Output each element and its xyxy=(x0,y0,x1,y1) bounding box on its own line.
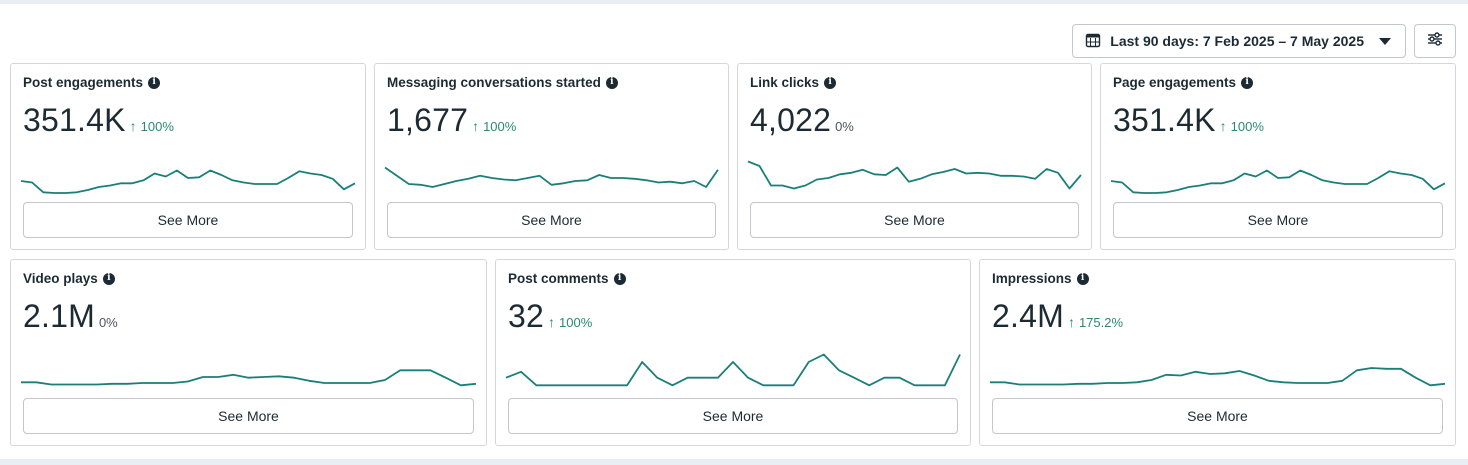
date-range-dropdown[interactable]: Last 90 days: 7 Feb 2025 – 7 May 2025 xyxy=(1072,24,1406,58)
metric-value: 2.4M xyxy=(992,298,1064,334)
metric-change: 100% xyxy=(559,315,593,330)
sliders-icon xyxy=(1426,31,1444,52)
metric-change: 100% xyxy=(483,119,517,134)
metric-value: 351.4K xyxy=(23,102,126,138)
card-title: Post comments xyxy=(508,271,609,286)
sparkline xyxy=(384,150,719,194)
info-icon[interactable]: i xyxy=(102,272,115,285)
metric-value: 2.1M xyxy=(23,298,95,334)
metric-change: 100% xyxy=(1230,119,1264,134)
card-title: Video plays xyxy=(23,271,98,286)
metric-change: 100% xyxy=(140,119,174,134)
arrow-up-icon: ↑ xyxy=(129,118,137,134)
arrow-up-icon: ↑ xyxy=(1219,118,1227,134)
arrow-up-icon: ↑ xyxy=(472,118,480,134)
see-more-button[interactable]: See More xyxy=(750,202,1079,238)
sparkline xyxy=(1110,150,1446,194)
info-icon[interactable]: i xyxy=(1241,76,1254,89)
sparkline xyxy=(990,346,1446,390)
see-more-button[interactable]: See More xyxy=(23,202,353,238)
metric-change: 0% xyxy=(835,119,854,134)
metric-card-messaging-conversations: Messaging conversations started i 1,677 ↑ 1… xyxy=(374,63,729,250)
info-icon[interactable]: i xyxy=(148,76,161,89)
arrow-up-icon: ↑ xyxy=(1067,314,1075,330)
card-title: Link clicks xyxy=(750,75,820,90)
metric-change: 0% xyxy=(98,315,118,330)
calendar-icon xyxy=(1085,32,1101,51)
sparkline xyxy=(21,346,477,390)
see-more-button[interactable]: See More xyxy=(1113,202,1443,238)
metric-card-video-plays: Video plays i 2.1M 0% See More xyxy=(10,259,487,446)
filter-settings-button[interactable] xyxy=(1414,24,1456,58)
metric-value: 1,677 xyxy=(387,102,469,138)
date-range-label: Last 90 days: 7 Feb 2025 – 7 May 2025 xyxy=(1110,33,1364,49)
sparkline xyxy=(20,150,356,194)
caret-down-icon xyxy=(1379,37,1391,45)
card-title: Messaging conversations started xyxy=(387,75,601,90)
metric-card-post-comments: Post comments i 32 ↑ 100% See More xyxy=(495,259,971,446)
see-more-button[interactable]: See More xyxy=(387,202,716,238)
info-icon[interactable]: i xyxy=(605,76,618,89)
metric-card-link-clicks: Link clicks i 4,022 0% See More xyxy=(737,63,1092,250)
arrow-up-icon: ↑ xyxy=(548,314,555,330)
metric-change: 175.2% xyxy=(1078,315,1124,330)
metric-value: 32 xyxy=(508,298,544,334)
insights-panel: Last 90 days: 7 Feb 2025 – 7 May 2025 Po… xyxy=(0,4,1468,459)
metric-card-impressions: Impressions i 2.4M ↑ 175.2% See More xyxy=(979,259,1456,446)
card-title: Impressions xyxy=(992,271,1072,286)
card-title: Page engagements xyxy=(1113,75,1237,90)
sparkline xyxy=(747,150,1082,194)
metric-card-post-engagements: Post engagements i 351.4K ↑ 100% See More xyxy=(10,63,366,250)
see-more-button[interactable]: See More xyxy=(508,398,958,434)
see-more-button[interactable]: See More xyxy=(992,398,1443,434)
sparkline xyxy=(505,346,961,390)
info-icon[interactable]: i xyxy=(1076,272,1089,285)
info-icon[interactable]: i xyxy=(824,76,837,89)
see-more-button[interactable]: See More xyxy=(23,398,474,434)
toolbar: Last 90 days: 7 Feb 2025 – 7 May 2025 xyxy=(1072,24,1456,58)
metric-value: 351.4K xyxy=(1113,102,1216,138)
metric-value: 4,022 xyxy=(750,102,832,138)
info-icon[interactable]: i xyxy=(613,272,626,285)
card-title: Post engagements xyxy=(23,75,144,90)
metric-card-page-engagements: Page engagements i 351.4K ↑ 100% See More xyxy=(1100,63,1456,250)
